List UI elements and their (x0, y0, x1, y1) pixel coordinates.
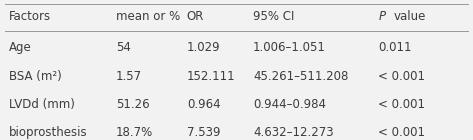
Text: 1.006–1.051: 1.006–1.051 (253, 41, 326, 54)
Text: LVDd (mm): LVDd (mm) (9, 98, 74, 111)
Text: 95% CI: 95% CI (253, 10, 294, 23)
Text: bioprosthesis: bioprosthesis (9, 126, 87, 139)
Text: 4.632–12.273: 4.632–12.273 (253, 126, 333, 139)
Text: mean or %: mean or % (116, 10, 180, 23)
Text: 7.539: 7.539 (187, 126, 220, 139)
Text: 0.964: 0.964 (187, 98, 220, 111)
Text: 18.7%: 18.7% (116, 126, 153, 139)
Text: 54: 54 (116, 41, 131, 54)
Text: < 0.001: < 0.001 (378, 126, 425, 139)
Text: 0.944–0.984: 0.944–0.984 (253, 98, 326, 111)
Text: value: value (394, 10, 426, 23)
Text: 45.261–511.208: 45.261–511.208 (253, 70, 349, 83)
Text: < 0.001: < 0.001 (378, 98, 425, 111)
Text: < 0.001: < 0.001 (378, 70, 425, 83)
Text: OR: OR (187, 10, 204, 23)
Text: 0.011: 0.011 (378, 41, 412, 54)
Text: P: P (378, 10, 385, 23)
Text: Age: Age (9, 41, 31, 54)
Text: 1.029: 1.029 (187, 41, 220, 54)
Text: BSA (m²): BSA (m²) (9, 70, 61, 83)
Text: 1.57: 1.57 (116, 70, 142, 83)
Text: 152.111: 152.111 (187, 70, 236, 83)
Text: 51.26: 51.26 (116, 98, 149, 111)
Text: Factors: Factors (9, 10, 51, 23)
